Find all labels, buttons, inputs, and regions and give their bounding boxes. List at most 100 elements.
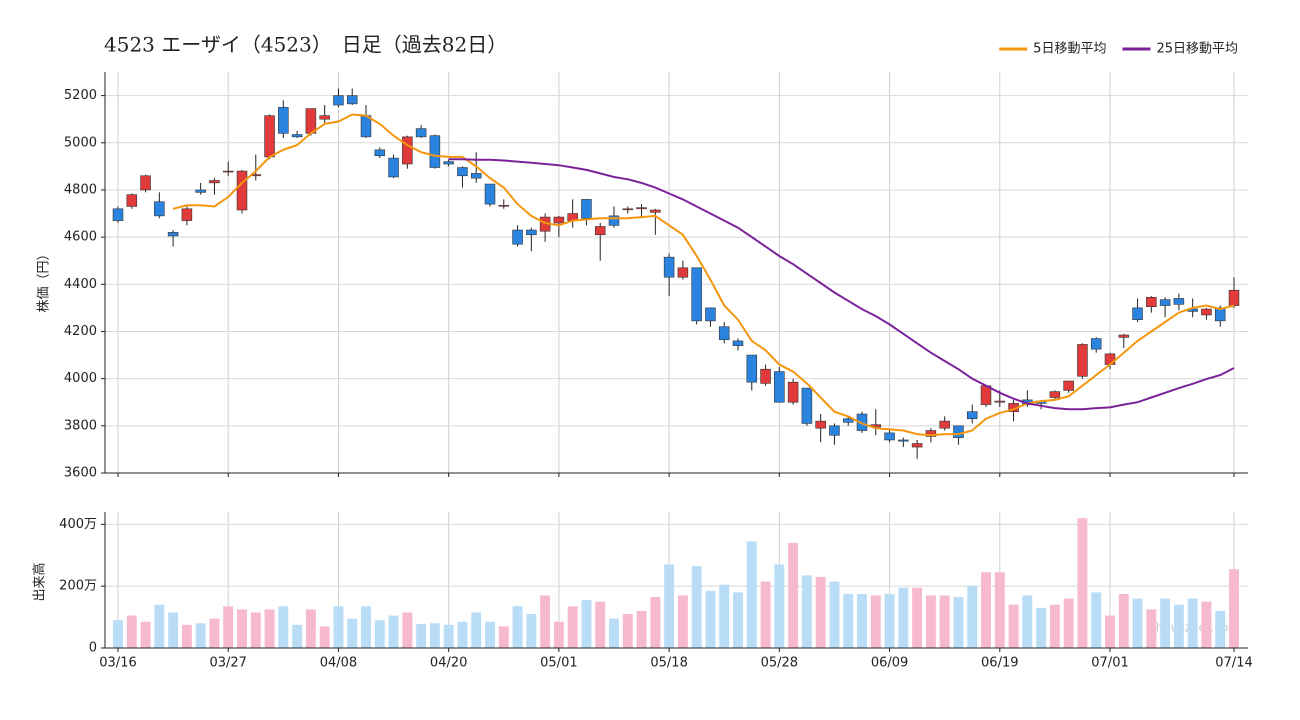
bar [815, 576, 826, 648]
candle-body [705, 307, 716, 322]
bar [1008, 604, 1019, 648]
bar [429, 623, 440, 648]
candle-body [512, 229, 523, 245]
bar [168, 612, 179, 648]
candle-body [112, 208, 124, 221]
candle-body [140, 175, 151, 191]
bar [195, 623, 206, 648]
y-tick-label: 200万 [59, 579, 97, 594]
y-tick-label: 3600 [64, 466, 97, 481]
bar [925, 595, 936, 648]
candle-body [236, 170, 248, 211]
bar [443, 624, 454, 648]
candle-body [746, 354, 758, 383]
candle-body [842, 418, 854, 423]
candle-body [1049, 391, 1061, 398]
bar [457, 621, 468, 648]
bar [237, 609, 247, 648]
bar [140, 621, 151, 648]
bar [622, 614, 633, 648]
bar [347, 618, 358, 648]
candle-body [581, 199, 592, 219]
candle-body [346, 95, 358, 105]
bar [595, 601, 606, 648]
y-tick-label: 400万 [59, 517, 97, 532]
x-tick-label: 07/01 [1091, 656, 1128, 671]
y-tick-label: 0 [89, 641, 97, 656]
bar [1146, 609, 1157, 648]
bar [567, 606, 578, 648]
moving-average-line [448, 158, 1235, 411]
bar [898, 587, 909, 648]
candle-body [650, 209, 661, 213]
bar [705, 590, 716, 648]
y-axis-label: 株価（円） [37, 247, 52, 312]
bar [636, 610, 647, 648]
bar [1201, 601, 1212, 648]
bar [967, 586, 978, 648]
bar [1105, 615, 1115, 648]
x-tick-label: 03/16 [99, 656, 136, 671]
bar [154, 604, 165, 648]
bar [1022, 595, 1033, 648]
bar [953, 597, 964, 648]
y-tick-label: 4800 [64, 182, 97, 197]
bar [1063, 598, 1074, 648]
x-tick-label: 05/18 [650, 656, 687, 671]
candle-body [1118, 334, 1130, 338]
candle-body [1201, 308, 1212, 316]
bar [843, 593, 854, 648]
chart-title: 4523 エーザイ（4523） 日足（過去82日） [104, 33, 507, 57]
candle-body [443, 161, 454, 165]
bar [374, 620, 385, 648]
candle-body [898, 439, 909, 442]
bar [498, 626, 509, 648]
bar [526, 614, 537, 648]
bar [485, 621, 495, 648]
bar [691, 566, 702, 648]
bar [857, 593, 867, 648]
candle-body [994, 400, 1006, 403]
y-tick-label: 4200 [64, 324, 97, 339]
bar [1160, 598, 1171, 648]
candle-body [760, 368, 771, 384]
bar [388, 615, 399, 648]
candle-body [526, 229, 537, 236]
candle-body [1214, 307, 1226, 322]
candle-body [801, 387, 813, 424]
x-tick-label: 04/08 [320, 656, 357, 671]
candle-body [126, 194, 138, 207]
legend-label: 25日移動平均 [1156, 42, 1238, 57]
candle-body [939, 420, 950, 429]
bar [1187, 598, 1198, 648]
candle-body [167, 232, 179, 237]
bar [677, 595, 688, 648]
bar [181, 624, 192, 648]
candle-body [677, 267, 689, 278]
candle-body [594, 226, 606, 236]
bar [292, 624, 303, 648]
candle-body [333, 95, 344, 106]
bar [609, 618, 619, 648]
bar [126, 615, 137, 648]
x-tick-label: 03/27 [209, 656, 246, 671]
y-tick-label: 3800 [64, 418, 97, 433]
candle-body [402, 136, 413, 165]
candle-body [925, 430, 937, 437]
bar [581, 600, 592, 648]
candle-body [953, 425, 964, 438]
bar [829, 581, 840, 648]
legend-label: 5日移動平均 [1033, 42, 1106, 57]
candle-body [1146, 296, 1157, 308]
x-tick-label: 04/20 [430, 656, 467, 671]
bar [113, 620, 123, 648]
candle-body [374, 149, 386, 157]
bar [981, 572, 991, 648]
candle-body [388, 157, 399, 178]
x-tick-label: 07/14 [1215, 656, 1252, 671]
candle-body [622, 208, 634, 211]
bar [801, 575, 812, 648]
bar [1036, 607, 1047, 648]
candle-body [608, 215, 620, 226]
